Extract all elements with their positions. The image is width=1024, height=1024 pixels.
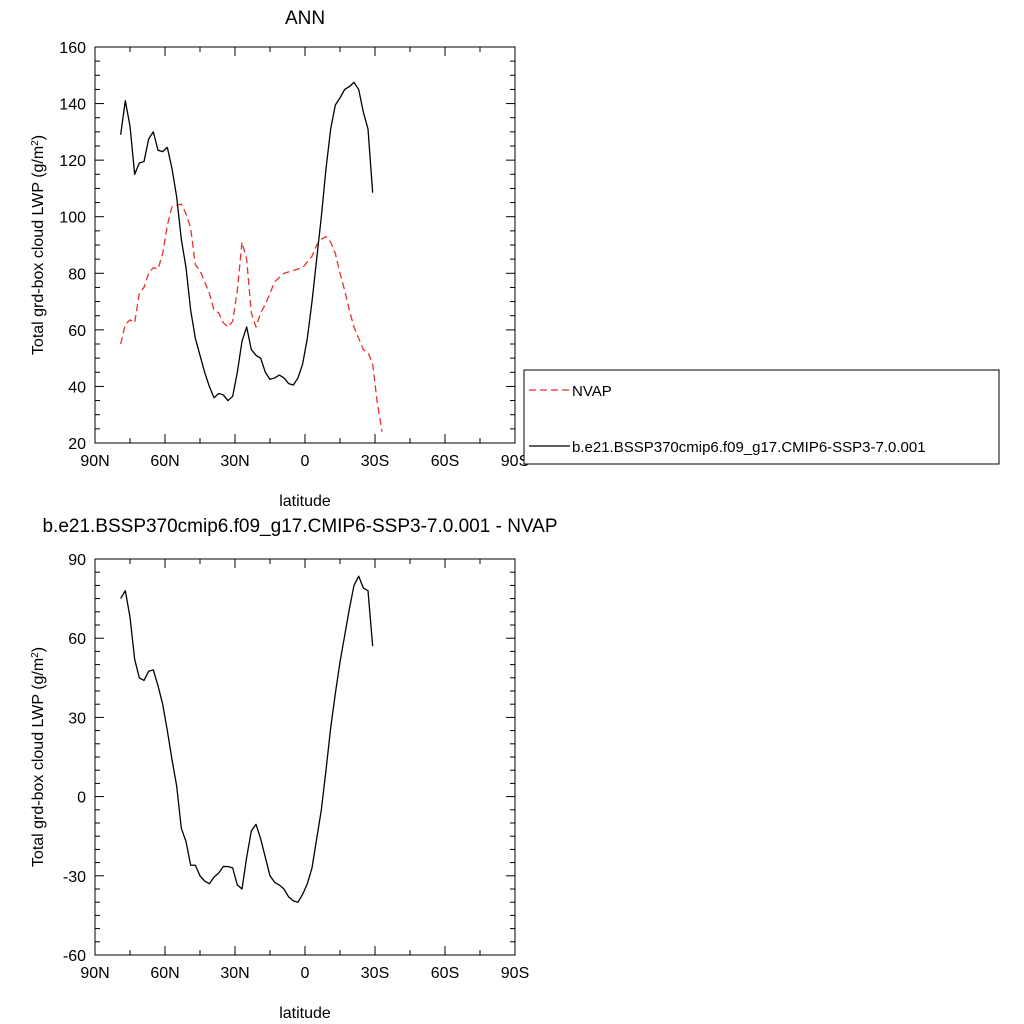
top-y-tick-label: 60: [68, 323, 86, 340]
top-chart-title: ANN: [285, 8, 325, 29]
bottom-y-tick-label: 0: [77, 790, 86, 807]
bottom-x-tick-label: 0: [301, 965, 310, 982]
bottom-x-tick-label: 30S: [361, 965, 389, 982]
bottom-plot-area: [120, 575, 374, 903]
bottom-y-axis-label: Total grd-box cloud LWP (g/m2): [30, 647, 48, 867]
top-y-ticks: 20 40 60 80 100 120 140 160: [59, 40, 515, 453]
top-y-axis-label-main: Total grd-box cloud LWP (g/m: [30, 146, 47, 355]
top-plot-area: [120, 81, 383, 432]
bottom-y-axis-label-close: ): [30, 647, 47, 652]
top-x-ticks: 90N 60N 30N 0 30S 60S 90S: [80, 47, 529, 470]
bottom-series-line-0: [120, 575, 374, 903]
bottom-x-tick-label: 90N: [80, 965, 109, 982]
bottom-plot-frame: [94, 558, 516, 956]
bottom-y-ticks: -60 -30 0 30 60 90: [63, 552, 515, 965]
bottom-panel: b.e21.BSSP370cmip6.f09_g17.CMIP6-SSP3-7.…: [30, 516, 558, 1022]
bottom-y-tick-label: -60: [63, 948, 86, 965]
bottom-x-tick-label: 90S: [501, 965, 529, 982]
bottom-y-tick-label: -30: [63, 869, 86, 886]
bottom-y-axis-label-main: Total grd-box cloud LWP (g/m: [30, 658, 47, 867]
top-y-tick-label: 160: [59, 40, 86, 57]
legend-box: [523, 369, 1000, 465]
top-series-line-0: [120, 203, 383, 432]
top-x-axis-label: latitude: [279, 493, 331, 510]
top-y-tick-label: 40: [68, 379, 86, 396]
top-y-axis-label: Total grd-box cloud LWP (g/m2): [30, 135, 48, 355]
top-x-tick-label: 30N: [220, 453, 249, 470]
bottom-chart-title: b.e21.BSSP370cmip6.f09_g17.CMIP6-SSP3-7.…: [42, 516, 557, 537]
bottom-y-tick-label: 30: [68, 710, 86, 727]
bottom-y-tick-label: 60: [68, 631, 86, 648]
bottom-x-tick-label: 30N: [220, 965, 249, 982]
legend-label-model: b.e21.BSSP370cmip6.f09_g17.CMIP6-SSP3-7.…: [572, 439, 926, 456]
top-x-tick-label: 0: [301, 453, 310, 470]
bottom-x-tick-label: 60S: [431, 965, 459, 982]
top-x-tick-label: 60N: [150, 453, 179, 470]
top-y-tick-label: 80: [68, 266, 86, 283]
top-y-axis-label-sup: 2: [30, 140, 41, 146]
top-x-tick-label: 90N: [80, 453, 109, 470]
top-y-axis-label-close: ): [30, 135, 47, 140]
bottom-y-axis-label-sup: 2: [30, 652, 41, 658]
bottom-x-ticks: 90N 60N 30N 0 30S 60S 90S: [80, 559, 529, 982]
legend: NVAP b.e21.BSSP370cmip6.f09_g17.CMIP6-SS…: [523, 369, 1000, 465]
top-y-tick-label: 140: [59, 97, 86, 114]
bottom-x-tick-label: 60N: [150, 965, 179, 982]
top-y-tick-label: 100: [59, 210, 86, 227]
legend-label-nvap: NVAP: [572, 383, 612, 400]
top-plot-frame: [94, 46, 516, 444]
top-x-tick-label: 60S: [431, 453, 459, 470]
bottom-x-axis-label: latitude: [279, 1005, 331, 1022]
top-series-line-1: [120, 81, 374, 402]
top-y-tick-label: 120: [59, 153, 86, 170]
top-y-tick-label: 20: [68, 436, 86, 453]
bottom-y-tick-label: 90: [68, 552, 86, 569]
top-panel: ANN 90N 60N 30N 0 30S 60S 90S 20 40 60 80 100 120 14…: [30, 8, 1000, 510]
top-x-tick-label: 30S: [361, 453, 389, 470]
top-x-tick-label: 90S: [501, 453, 529, 470]
